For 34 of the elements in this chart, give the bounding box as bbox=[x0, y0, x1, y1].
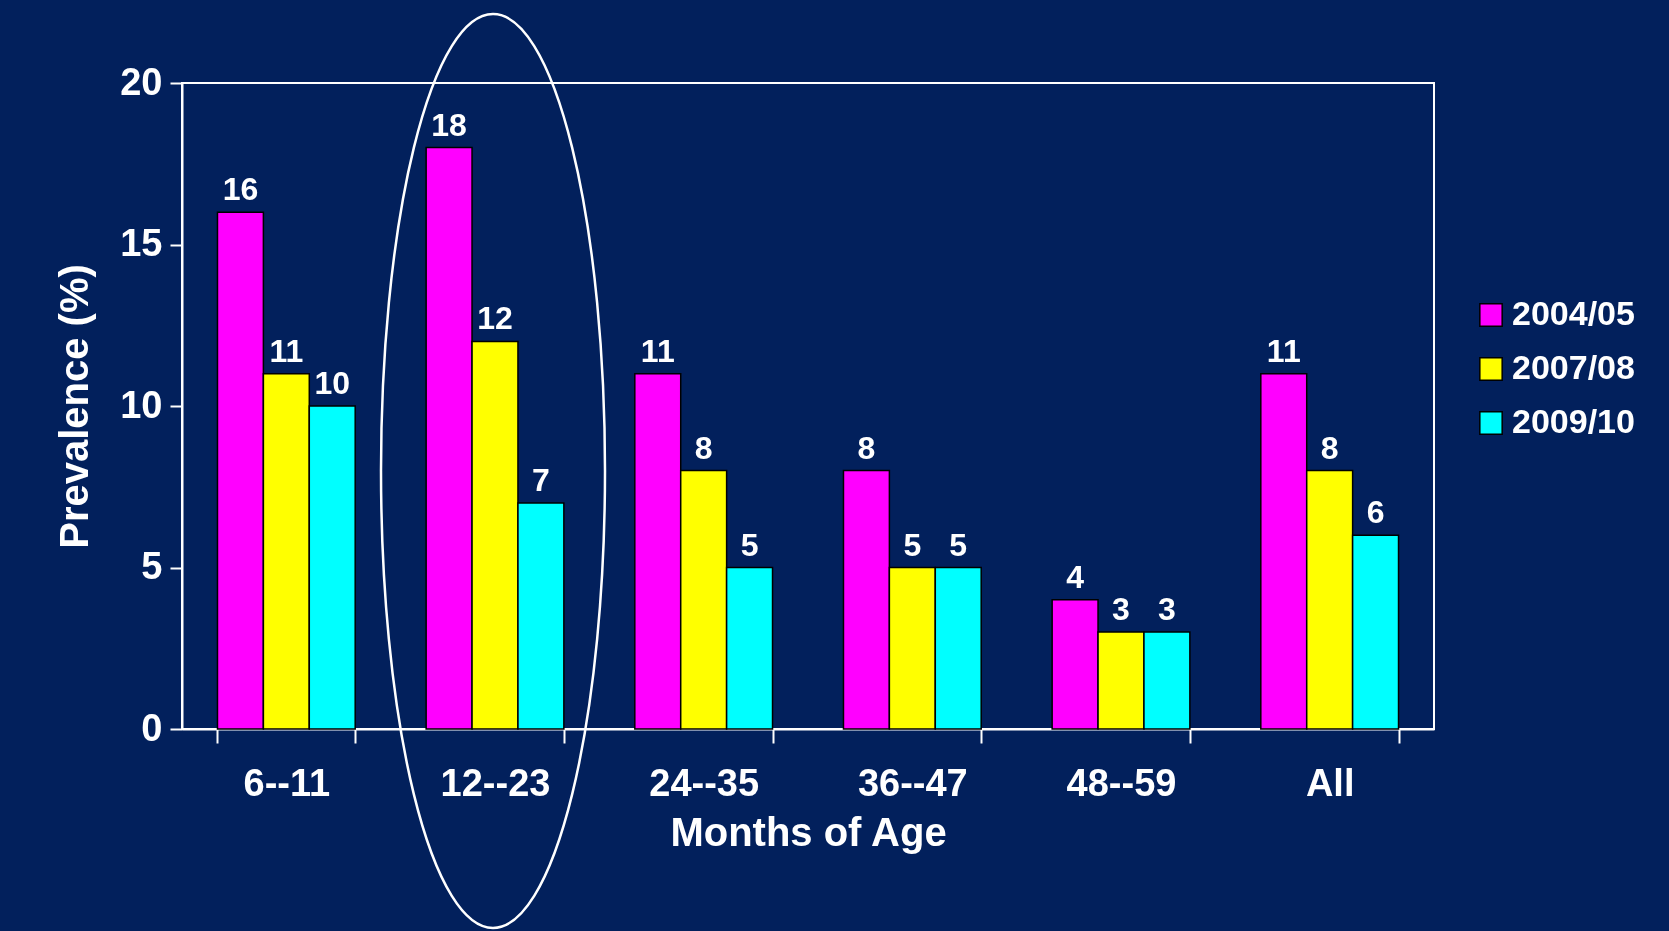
x-tick-label: 24--35 bbox=[649, 761, 760, 804]
y-tick-label: 5 bbox=[141, 545, 163, 587]
x-axis-title: Months of Age bbox=[670, 809, 947, 854]
data-label: 8 bbox=[857, 429, 876, 466]
data-label: 5 bbox=[903, 526, 922, 563]
data-label: 8 bbox=[694, 429, 713, 466]
x-tick-label: 48--59 bbox=[1066, 761, 1177, 804]
data-label: 11 bbox=[1266, 332, 1301, 369]
data-label: 6 bbox=[1366, 494, 1385, 531]
y-tick-label: 10 bbox=[120, 383, 163, 426]
data-label: 7 bbox=[532, 461, 550, 498]
data-label: 12 bbox=[477, 300, 513, 337]
y-tick-label: 0 bbox=[141, 706, 163, 749]
y-axis-title: Prevalence (%) bbox=[52, 264, 97, 549]
x-tick-label: 36--47 bbox=[857, 761, 968, 804]
data-label: 16 bbox=[222, 171, 259, 208]
legend-label: 2009/10 bbox=[1512, 402, 1635, 440]
data-label: 3 bbox=[1158, 591, 1176, 628]
y-tick-label: 15 bbox=[120, 222, 163, 264]
y-tick-label: 20 bbox=[120, 60, 163, 103]
data-label: 5 bbox=[949, 526, 968, 563]
x-tick-label: All bbox=[1305, 761, 1355, 804]
data-label: 3 bbox=[1112, 591, 1130, 628]
data-label: 5 bbox=[740, 526, 759, 563]
x-tick-label: 12--23 bbox=[440, 761, 551, 804]
data-label: 11 bbox=[269, 332, 304, 369]
data-label: 11 bbox=[640, 332, 675, 369]
data-label: 8 bbox=[1320, 429, 1339, 466]
legend-label: 2004/05 bbox=[1512, 294, 1635, 332]
data-label: 18 bbox=[431, 106, 467, 143]
legend-label: 2007/08 bbox=[1512, 348, 1635, 386]
data-label: 4 bbox=[1066, 558, 1085, 595]
data-label: 10 bbox=[314, 365, 351, 401]
x-tick-label: 6--11 bbox=[243, 761, 331, 804]
